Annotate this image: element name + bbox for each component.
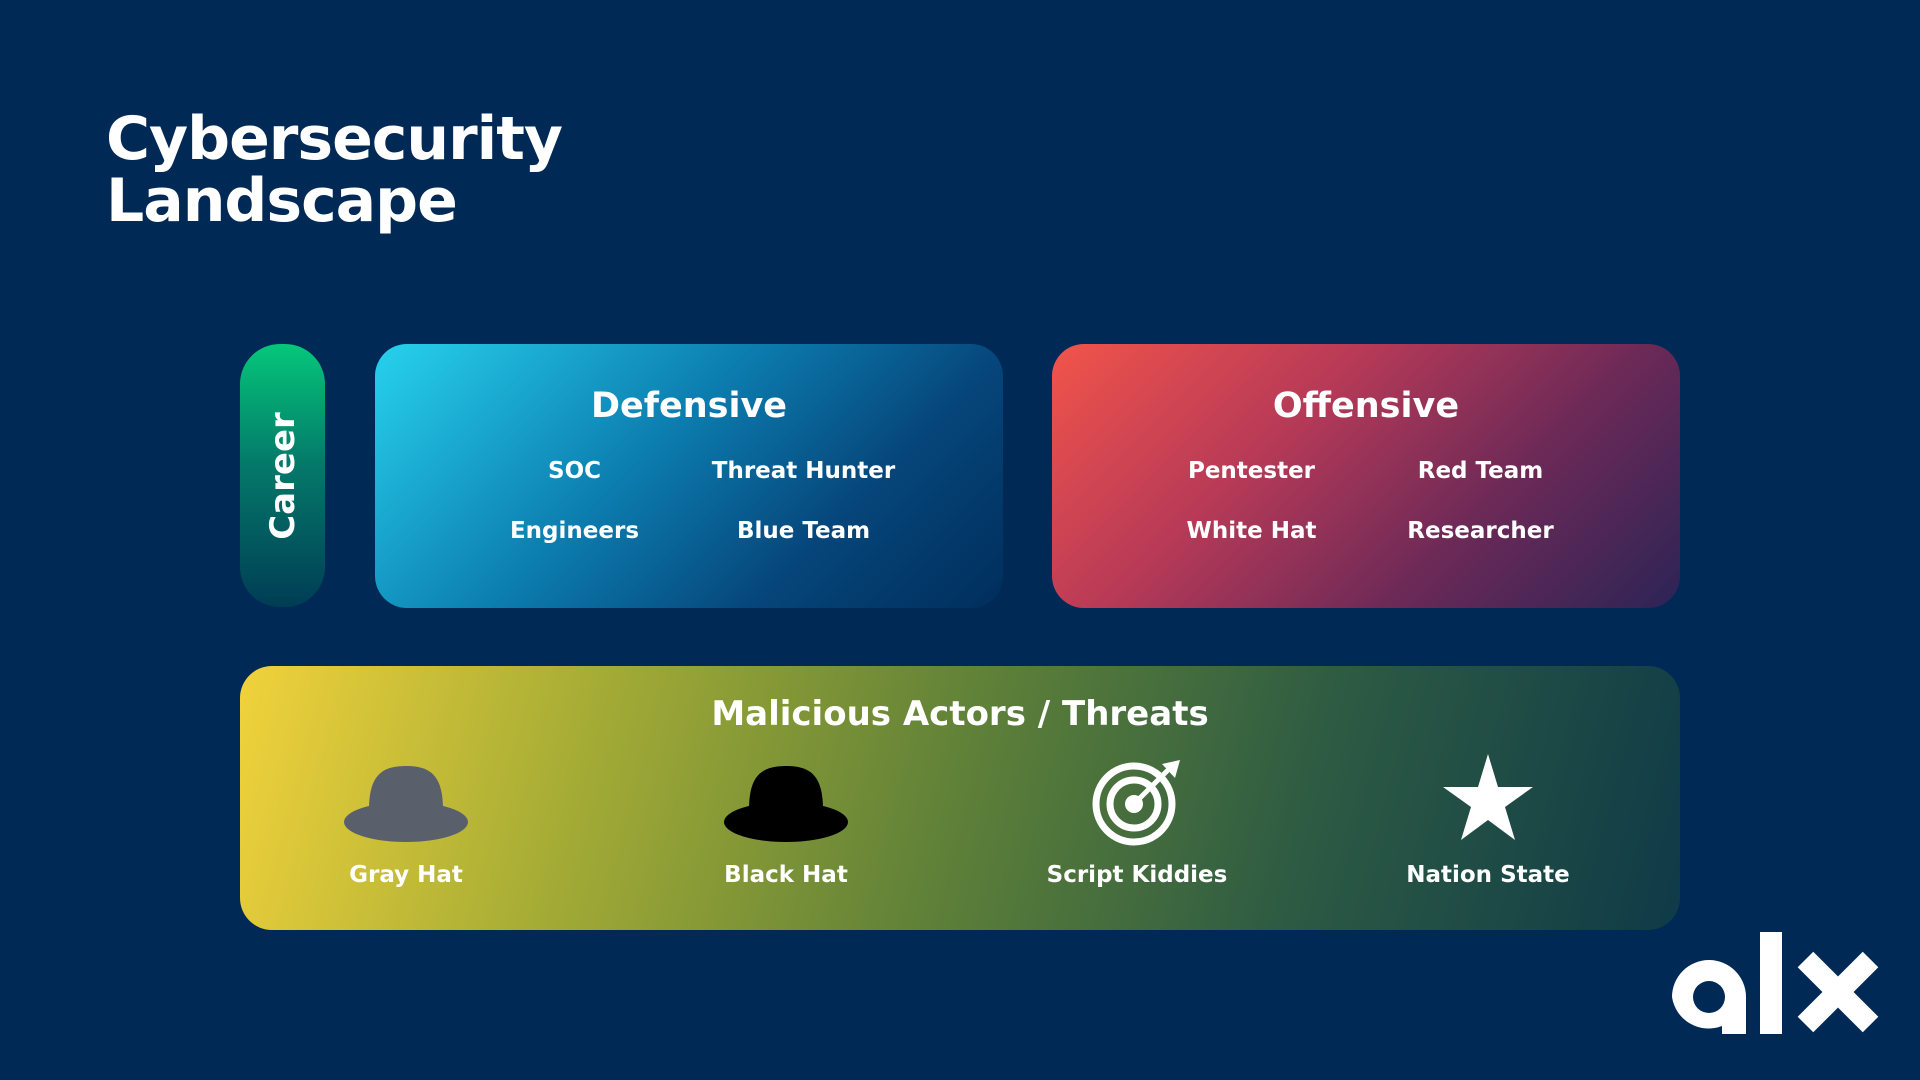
gray-hat-icon	[344, 766, 468, 842]
alx-logo	[1672, 932, 1879, 1034]
defensive-roles: SOC Threat Hunter Engineers Blue Team	[470, 458, 908, 544]
target-arrow-fletching	[1162, 760, 1180, 778]
target-middle-ring	[1106, 776, 1162, 832]
black-hat-crown	[749, 766, 823, 810]
target-icon	[1092, 760, 1180, 846]
offensive-roles: Pentester Red Team White Hat Researcher	[1147, 458, 1585, 544]
gray-hat-crown	[369, 766, 443, 810]
offensive-card: Offensive Pentester Red Team White Hat R…	[1052, 344, 1680, 608]
target-outer-ring	[1092, 762, 1176, 846]
black-hat-brim	[724, 802, 848, 842]
role-white-hat: White Hat	[1186, 518, 1317, 544]
target-arrow-shaft	[1131, 768, 1170, 807]
threat-label: Black Hat	[724, 862, 848, 888]
threat-black-hat: Black Hat	[636, 754, 936, 888]
alx-logo-x-stroke-2	[1797, 951, 1879, 1033]
threat-script-kiddies: Script Kiddies	[987, 754, 1287, 888]
threat-label: Nation State	[1406, 862, 1570, 888]
career-label: Career	[262, 411, 303, 540]
offensive-title: Offensive	[1272, 386, 1460, 426]
alx-logo-letter-a	[1672, 960, 1746, 1034]
role-researcher: Researcher	[1407, 518, 1554, 544]
star-icon	[1443, 754, 1533, 840]
page-title-line-1: Cybersecurity	[106, 104, 563, 174]
threats-title: Malicious Actors / Threats	[711, 694, 1209, 734]
role-pentester: Pentester	[1187, 458, 1316, 484]
page-title: Cybersecurity Landscape	[106, 104, 563, 236]
threat-nation-state: Nation State	[1338, 754, 1638, 888]
role-blue-team: Blue Team	[736, 518, 871, 544]
threat-label: Script Kiddies	[1046, 862, 1228, 888]
role-threat-hunter: Threat Hunter	[711, 458, 896, 484]
gray-hat-brim	[344, 802, 468, 842]
role-red-team: Red Team	[1417, 458, 1544, 484]
threat-label: Gray Hat	[349, 862, 463, 888]
defensive-card: Defensive SOC Threat Hunter Engineers Bl…	[375, 344, 1003, 608]
alx-logo-letter-l	[1760, 932, 1782, 1034]
threats-panel: Malicious Actors / Threats Gray Hat Blac…	[240, 666, 1680, 930]
threat-gray-hat: Gray Hat	[256, 754, 556, 888]
role-engineers: Engineers	[509, 518, 640, 544]
nation-state-star	[1443, 754, 1533, 840]
page-title-line-2: Landscape	[106, 166, 458, 236]
role-soc: SOC	[548, 458, 601, 484]
defensive-title: Defensive	[590, 386, 788, 426]
career-pill: Career	[240, 344, 325, 607]
black-hat-icon	[724, 766, 848, 842]
